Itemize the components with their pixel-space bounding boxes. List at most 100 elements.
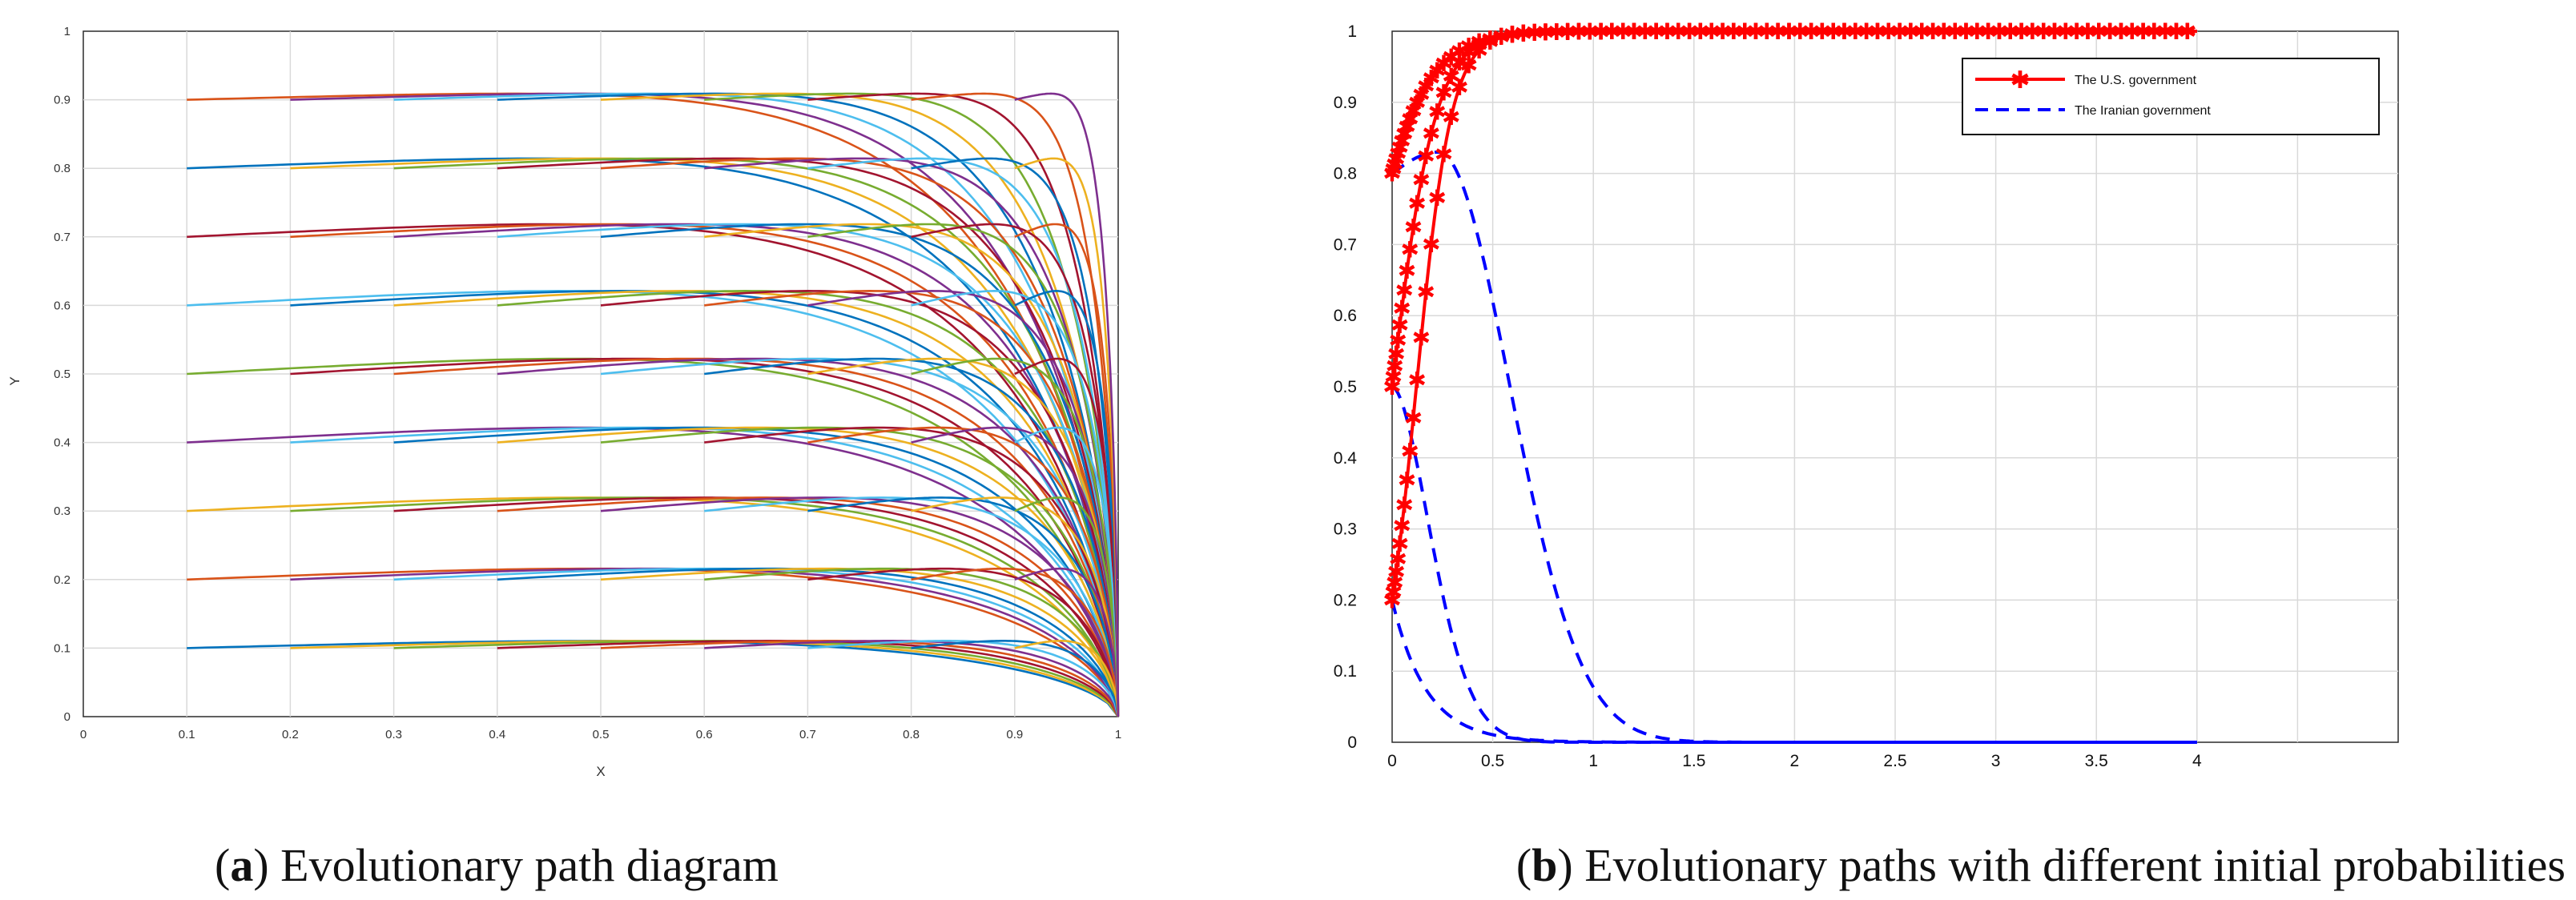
us-government-marker: ✱ bbox=[1450, 50, 1468, 76]
us-government-marker: ✱ bbox=[1392, 295, 1411, 322]
legend-box bbox=[1962, 58, 2380, 135]
us-government-marker: ✱ bbox=[1923, 18, 1942, 45]
us-government-marker: ✱ bbox=[1780, 18, 1798, 45]
us-government-marker: ✱ bbox=[2001, 18, 2019, 45]
us-government-marker: ✱ bbox=[1791, 18, 1809, 45]
us-government-marker: ✱ bbox=[1422, 66, 1440, 92]
us-government-marker: ✱ bbox=[1450, 74, 1468, 101]
panel-a-trajectories bbox=[187, 92, 1120, 717]
x-tick-label: 3 bbox=[1991, 752, 2001, 770]
y-tick-label: 0.5 bbox=[1334, 378, 1357, 396]
us-government-marker: ✱ bbox=[1669, 18, 1688, 45]
us-government-marker: ✱ bbox=[1957, 18, 1975, 45]
us-government-marker: ✱ bbox=[2034, 18, 2052, 45]
us-government-marker: ✱ bbox=[1725, 18, 1743, 45]
us-government-marker: ✱ bbox=[1968, 18, 1986, 45]
us-government-marker: ✱ bbox=[1395, 121, 1413, 147]
us-government-marker: ✱ bbox=[1613, 18, 1632, 45]
us-government-marker: ✱ bbox=[2134, 18, 2152, 45]
us-government-marker: ✱ bbox=[1558, 18, 1576, 45]
trajectory-line bbox=[807, 92, 1120, 717]
trajectory-line bbox=[600, 289, 1120, 717]
us-government-marker: ✱ bbox=[2155, 18, 2174, 45]
us-government-path bbox=[1391, 30, 2197, 601]
us-government-marker: ✱ bbox=[1624, 18, 1643, 45]
us-government-marker: ✱ bbox=[1384, 579, 1403, 605]
us-government-marker: ✱ bbox=[1990, 18, 2008, 45]
us-government-marker: ✱ bbox=[2100, 18, 2119, 45]
us-government-marker: ✱ bbox=[1647, 18, 1665, 45]
y-tick-label: 0.4 bbox=[1334, 449, 1358, 468]
us-government-marker: ✱ bbox=[1442, 63, 1460, 90]
x-tick-label: 0.1 bbox=[179, 728, 195, 741]
caption-b-label: b bbox=[1532, 839, 1557, 891]
us-government-marker: ✱ bbox=[1383, 374, 1401, 400]
trajectory-line bbox=[911, 92, 1120, 717]
us-government-marker: ✱ bbox=[1592, 18, 1610, 45]
us-government-marker: ✱ bbox=[2090, 18, 2108, 45]
us-government-marker: ✱ bbox=[1391, 135, 1409, 161]
us-government-marker: ✱ bbox=[1398, 258, 1416, 284]
us-government-marker: ✱ bbox=[1580, 18, 1599, 45]
us-government-marker: ✱ bbox=[2045, 18, 2063, 45]
trajectory-line bbox=[1014, 567, 1120, 717]
us-government-marker: ✱ bbox=[1769, 18, 1787, 45]
us-government-marker: ✱ bbox=[1481, 29, 1499, 55]
trajectory-line bbox=[497, 426, 1120, 717]
y-tick-label: 0.4 bbox=[54, 436, 70, 450]
y-tick-label: 1 bbox=[64, 25, 70, 38]
us-government-marker: ✱ bbox=[1401, 439, 1419, 465]
trajectory-line bbox=[911, 289, 1120, 717]
x-tick-label: 0.9 bbox=[1006, 728, 1023, 741]
trajectory-line bbox=[807, 426, 1120, 717]
us-government-marker: ✱ bbox=[1702, 18, 1721, 45]
y-tick-label: 0.3 bbox=[54, 504, 70, 518]
panel-b: ✱✱✱✱✱✱✱✱✱✱✱✱✱✱✱✱✱✱✱✱✱✱✱✱✱✱✱✱✱✱✱✱✱✱✱✱✱✱✱✱… bbox=[1334, 18, 2399, 770]
us-government-marker: ✱ bbox=[1404, 405, 1423, 432]
us-government-marker: ✱ bbox=[1691, 18, 1709, 45]
y-tick-label: 0.9 bbox=[54, 94, 70, 107]
trajectory-line bbox=[704, 92, 1120, 717]
y-tick-label: 0.3 bbox=[1334, 520, 1357, 539]
us-government-marker: ✱ bbox=[1846, 18, 1865, 45]
trajectory-line bbox=[911, 223, 1120, 717]
us-government-marker: ✱ bbox=[1913, 18, 1931, 45]
us-government-marker: ✱ bbox=[1801, 18, 1820, 45]
y-tick-label: 0 bbox=[64, 710, 70, 724]
iranian-government-path bbox=[1391, 599, 2197, 744]
us-government-marker: ✱ bbox=[1427, 185, 1446, 211]
legend-us-star-marker: ✱ bbox=[2010, 66, 2030, 94]
us-government-marker: ✱ bbox=[1757, 18, 1776, 45]
caption-b-text: Evolutionary paths with different initia… bbox=[1584, 839, 2566, 891]
us-government-marker: ✱ bbox=[1422, 120, 1440, 147]
trajectory-line bbox=[1014, 426, 1120, 717]
us-government-marker: ✱ bbox=[1395, 492, 1413, 518]
trajectory-line bbox=[1014, 157, 1120, 717]
us-government-marker: ✱ bbox=[1422, 231, 1440, 258]
us-government-marker: ✱ bbox=[1388, 327, 1407, 354]
us-government-marker: ✱ bbox=[1383, 161, 1401, 187]
us-government-marker: ✱ bbox=[1388, 141, 1407, 167]
us-government-marker: ✱ bbox=[1470, 31, 1488, 58]
trajectory-line bbox=[600, 357, 1120, 717]
panel-b-legend: ✱ The U.S. government The Iranian govern… bbox=[1962, 58, 2380, 135]
us-government-marker: ✱ bbox=[1385, 151, 1403, 178]
caption-a-text: Evolutionary path diagram bbox=[280, 839, 779, 891]
us-government-marker: ✱ bbox=[1384, 156, 1403, 183]
trajectory-line bbox=[1014, 496, 1120, 717]
trajectory-line bbox=[911, 567, 1120, 717]
us-government-marker: ✱ bbox=[1536, 19, 1555, 46]
trajectory-line bbox=[1014, 92, 1120, 717]
us-government-marker: ✱ bbox=[1398, 468, 1416, 494]
trajectory-line bbox=[807, 567, 1120, 717]
us-government-marker: ✱ bbox=[1525, 19, 1544, 46]
x-tick-label: 0 bbox=[1387, 752, 1397, 770]
us-government-marker: ✱ bbox=[1603, 18, 1621, 45]
trajectory-line bbox=[1014, 640, 1120, 717]
x-tick-label: 0.3 bbox=[385, 728, 402, 741]
us-government-marker: ✱ bbox=[1470, 38, 1488, 64]
y-tick-label: 0.2 bbox=[54, 573, 70, 587]
trajectory-line bbox=[187, 157, 1120, 717]
trajectory-line bbox=[497, 157, 1120, 717]
us-government-marker: ✱ bbox=[1978, 18, 1997, 45]
